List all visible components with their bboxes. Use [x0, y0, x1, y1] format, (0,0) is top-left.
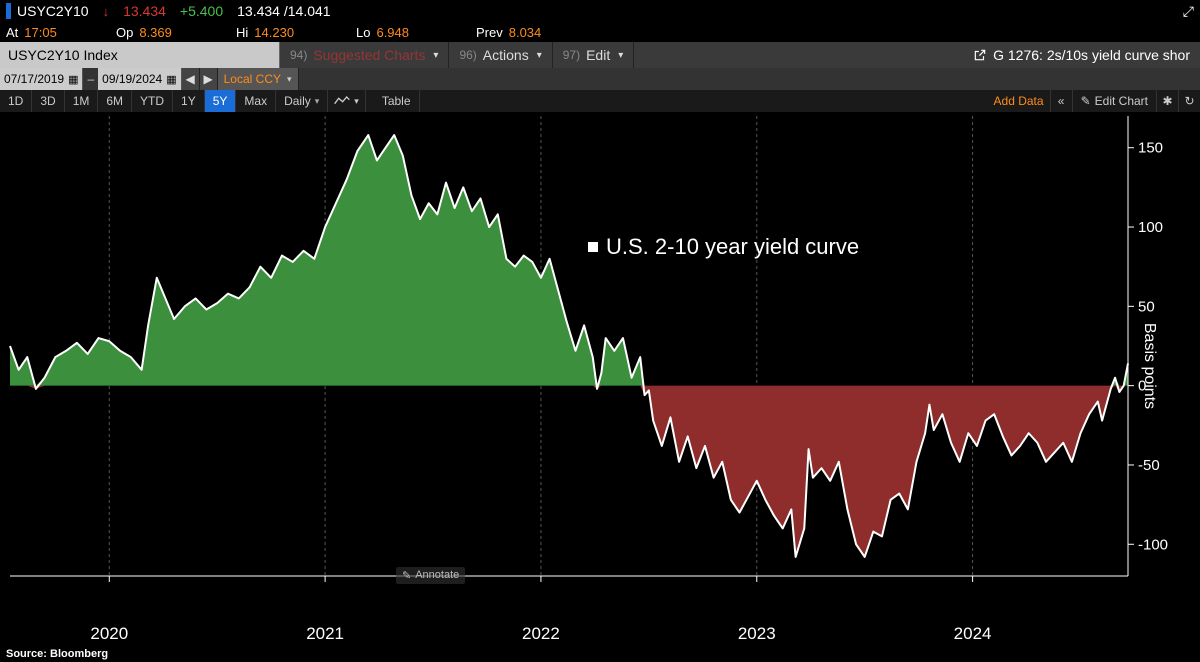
- external-link-icon: [973, 48, 987, 62]
- date-dash: –: [83, 68, 98, 90]
- pencil-icon: ✎: [402, 569, 411, 582]
- last-price: 13.434: [123, 3, 166, 19]
- settings-icon[interactable]: ✱: [1156, 90, 1178, 112]
- at-value: 17:05: [24, 25, 57, 40]
- fn-code: 97): [563, 48, 580, 62]
- price-change: +5.400: [180, 3, 223, 19]
- chevron-down-icon: ▾: [537, 50, 542, 61]
- chart-area: -100-50050100150 U.S. 2-10 year yield cu…: [0, 112, 1200, 620]
- at-label: At: [6, 25, 18, 40]
- prev-value: 8.034: [509, 25, 542, 40]
- xaxis-tick-label: 2024: [954, 624, 992, 644]
- currency-select[interactable]: Local CCY ▾: [218, 68, 299, 90]
- legend-marker: [588, 242, 598, 252]
- source-attribution: Source: Bloomberg: [0, 648, 1200, 662]
- index-name-box[interactable]: USYC2Y10 Index: [0, 42, 280, 68]
- chevron-down-icon: ▾: [618, 50, 623, 61]
- date-prev-button[interactable]: ◀: [182, 68, 200, 90]
- legend-text: U.S. 2-10 year yield curve: [606, 234, 859, 260]
- chart-title-text: G 1276: 2s/10s yield curve shor: [993, 47, 1190, 63]
- high-value: 14.230: [254, 25, 294, 40]
- svg-text:150: 150: [1138, 140, 1163, 157]
- calendar-icon: ▦: [166, 73, 176, 86]
- ticker-block: USYC2Y10: [6, 3, 89, 19]
- range-low: 13.434: [237, 3, 280, 19]
- ticker-accent: [6, 3, 11, 19]
- svg-text:100: 100: [1138, 219, 1163, 236]
- fn-label: Edit: [586, 47, 610, 63]
- svg-text:-50: -50: [1138, 457, 1160, 474]
- chevron-down-icon: ▾: [287, 74, 292, 85]
- chart-toolbar: 1D3D1M6MYTD1Y5YMax Daily ▾ ▾ Table Add D…: [0, 90, 1200, 112]
- fn-code: 94): [290, 48, 307, 62]
- collapse-icon[interactable]: «: [1050, 90, 1072, 112]
- range-ytd-button[interactable]: YTD: [132, 90, 173, 112]
- quote-header: USYC2Y10 ↓ 13.434 +5.400 13.434 /14.041 …: [0, 0, 1200, 22]
- chevron-down-icon: ▾: [315, 96, 320, 107]
- line-chart-icon: [334, 95, 350, 107]
- range-6m-button[interactable]: 6M: [98, 90, 132, 112]
- day-range: 13.434 /14.041: [237, 3, 330, 19]
- range-1m-button[interactable]: 1M: [65, 90, 99, 112]
- add-data-button[interactable]: Add Data: [988, 90, 1050, 112]
- edit-button[interactable]: 97) Edit ▾: [553, 42, 635, 68]
- xaxis-tick-label: 2020: [90, 624, 128, 644]
- chevron-down-icon: ▾: [433, 50, 438, 61]
- open-value: 8.369: [139, 25, 172, 40]
- fn-label: Actions: [483, 47, 529, 63]
- pencil-icon: ✎: [1081, 94, 1091, 108]
- xaxis-tick-label: 2022: [522, 624, 560, 644]
- prev-label: Prev: [476, 25, 503, 40]
- table-button[interactable]: Table: [374, 90, 420, 112]
- date-from-value: 07/17/2019: [4, 72, 64, 86]
- suggested-charts-button[interactable]: 94) Suggested Charts ▾: [280, 42, 449, 68]
- fn-label: Suggested Charts: [313, 47, 425, 63]
- date-toolbar: 07/17/2019 ▦ – 09/19/2024 ▦ ◀ ▶ Local CC…: [0, 68, 1200, 90]
- ohlc-row: At 17:05 Op 8.369 Hi 14.230 Lo 6.948 Prev 8.0…: [0, 22, 1200, 42]
- svg-text:-100: -100: [1138, 536, 1168, 553]
- frequency-select[interactable]: Daily ▾: [276, 90, 328, 112]
- open-label: Op: [116, 25, 133, 40]
- range-5y-button[interactable]: 5Y: [205, 90, 237, 112]
- chart-svg[interactable]: -100-50050100150: [0, 112, 1200, 620]
- fn-code: 96): [459, 48, 476, 62]
- svg-text:50: 50: [1138, 298, 1155, 315]
- xaxis-labels: 201920202021202220232024: [0, 620, 1200, 648]
- chart-legend: U.S. 2-10 year yield curve: [588, 234, 859, 260]
- edit-chart-button[interactable]: ✎ Edit Chart: [1072, 90, 1156, 112]
- range-1y-button[interactable]: 1Y: [173, 90, 205, 112]
- chart-title-link[interactable]: G 1276: 2s/10s yield curve shor: [963, 42, 1200, 68]
- refresh-icon[interactable]: ↻: [1178, 90, 1200, 112]
- chart-type-select[interactable]: ▾: [328, 90, 366, 112]
- yaxis-title: Basis points: [1140, 323, 1158, 409]
- edit-chart-label: Edit Chart: [1095, 94, 1148, 108]
- function-bar: USYC2Y10 Index 94) Suggested Charts ▾ 96…: [0, 42, 1200, 68]
- date-next-button[interactable]: ▶: [200, 68, 218, 90]
- calendar-icon: ▦: [68, 73, 78, 86]
- range-3d-button[interactable]: 3D: [32, 90, 64, 112]
- xaxis-tick-label: 2023: [738, 624, 776, 644]
- chevron-down-icon: ▾: [354, 96, 359, 107]
- date-from-input[interactable]: 07/17/2019 ▦: [0, 68, 83, 90]
- actions-button[interactable]: 96) Actions ▾: [449, 42, 552, 68]
- xaxis-tick-label: 2021: [306, 624, 344, 644]
- down-arrow-icon: ↓: [103, 4, 110, 19]
- date-nav: ◀ ▶: [182, 68, 218, 90]
- annotate-label: Annotate: [415, 569, 459, 581]
- currency-value: Local CCY: [224, 72, 281, 86]
- date-to-value: 09/19/2024: [102, 72, 162, 86]
- frequency-value: Daily: [284, 94, 311, 108]
- ticker-name: USYC2Y10: [17, 3, 89, 19]
- low-value: 6.948: [376, 25, 409, 40]
- annotate-button[interactable]: ✎ Annotate: [396, 567, 465, 584]
- range-max-button[interactable]: Max: [236, 90, 276, 112]
- high-label: Hi: [236, 25, 248, 40]
- expand-icon[interactable]: ⤢: [1183, 3, 1194, 20]
- low-label: Lo: [356, 25, 370, 40]
- range-high: 14.041: [288, 3, 331, 19]
- range-1d-button[interactable]: 1D: [0, 90, 32, 112]
- range-selector: 1D3D1M6MYTD1Y5YMax: [0, 90, 276, 112]
- date-to-input[interactable]: 09/19/2024 ▦: [98, 68, 181, 90]
